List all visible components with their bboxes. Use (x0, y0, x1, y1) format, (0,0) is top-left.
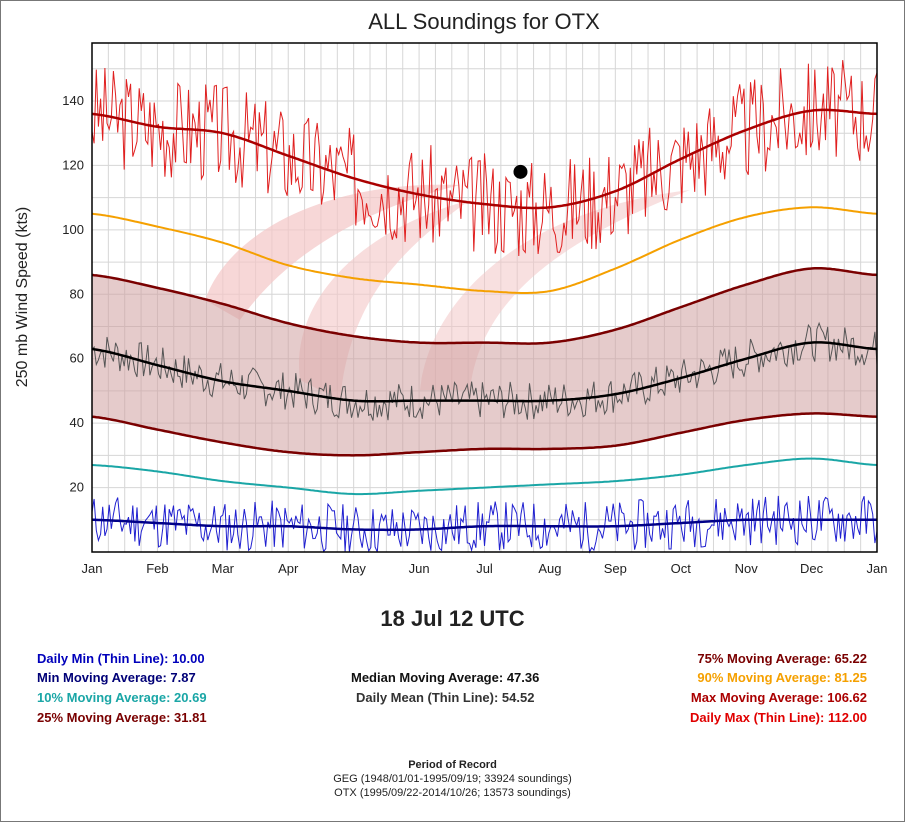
stat-label: Median Moving Average: (351, 670, 504, 685)
stat-value: 81.25 (834, 670, 867, 685)
stat-label: 90% Moving Average: (697, 670, 831, 685)
x-tick-labels: Jan Feb Mar Apr May Jun Jul Aug Sep Oct Nov Dec Jan (82, 561, 888, 576)
current-marker (513, 164, 528, 179)
y-tick-label: 20 (70, 480, 84, 495)
y-axis-label: 250 mb Wind Speed (kts) (14, 207, 31, 388)
stat-p25-avg: 25% Moving Average: 31.81 (37, 710, 207, 725)
series-daily-max (91, 60, 878, 257)
stat-value: 106.62 (827, 690, 867, 705)
stat-label: Min Moving Average: (37, 670, 167, 685)
stat-daily-max: Daily Max (Thin Line): 112.00 (690, 710, 867, 725)
series-max-avg (91, 108, 878, 210)
series-median-avg (91, 341, 878, 403)
daily-series (91, 60, 878, 554)
por-line-otx: OTX (1995/09/22-2014/10/26; 13573 soundi… (334, 787, 571, 799)
wind-speed-chart: ALL Soundings for OTX Jan Feb Mar Apr May Jun… (14, 9, 888, 576)
series-daily-mean (91, 321, 878, 421)
x-tick-label: Jan (867, 561, 888, 576)
stat-value: 10.00 (172, 651, 205, 666)
band-25-75 (92, 268, 877, 456)
y-tick-labels: 20 40 60 80 100 120 140 (62, 93, 84, 495)
y-tick-label: 40 (70, 415, 84, 430)
stat-label: 25% Moving Average: (37, 710, 171, 725)
x-tick-label: Jul (476, 561, 493, 576)
x-tick-label: Jun (409, 561, 430, 576)
stat-value: 47.36 (506, 670, 540, 685)
stat-label: 10% Moving Average: (37, 690, 171, 705)
moving-average-series (91, 108, 878, 532)
series-p75-avg (91, 267, 878, 345)
y-tick-label: 100 (62, 222, 84, 237)
por-heading: Period of Record (408, 759, 497, 771)
x-tick-label: Jan (82, 561, 103, 576)
stat-p75-avg: 75% Moving Average: 65.22 (697, 651, 867, 666)
stat-daily-mean: Daily Mean (Thin Line): 54.52 (356, 690, 534, 705)
plot-border (91, 42, 878, 553)
x-tick-label: Dec (800, 561, 824, 576)
stat-p10-avg: 10% Moving Average: 20.69 (37, 690, 207, 705)
stat-value: 31.81 (174, 710, 207, 725)
y-tick-label: 120 (62, 157, 84, 172)
x-tick-label: Aug (538, 561, 561, 576)
percentile-band (92, 268, 877, 456)
stat-min-avg: Min Moving Average: 7.87 (37, 670, 196, 685)
series-min-avg (92, 518, 877, 532)
x-tick-label: May (341, 561, 366, 576)
stat-max-avg: Max Moving Average: 106.62 (691, 690, 867, 705)
x-tick-label: Oct (671, 561, 692, 576)
stat-value: 112.00 (827, 710, 867, 725)
y-tick-label: 60 (70, 351, 84, 366)
current-value-marker (513, 164, 528, 179)
stat-label: Max Moving Average: (690, 690, 824, 705)
stat-value: 54.52 (501, 690, 535, 705)
por-line-geg: GEG (1948/01/01-1995/09/19; 33924 soundi… (333, 773, 572, 785)
stat-value: 20.69 (174, 690, 207, 705)
stat-median-avg: Median Moving Average: 47.36 (351, 670, 539, 685)
series-daily-min (91, 495, 878, 554)
stat-value: 7.87 (170, 670, 196, 685)
y-tick-label: 140 (62, 93, 84, 108)
x-tick-label: Sep (604, 561, 627, 576)
series-p90-avg (91, 206, 878, 294)
period-of-record: Period of Record GEG (1948/01/01-1995/09… (0, 758, 905, 800)
stat-label: Daily Max (Thin Line): (689, 710, 825, 725)
x-tick-label: Nov (735, 561, 759, 576)
selected-date: 18 Jul 12 UTC (380, 606, 525, 631)
stat-label: Daily Mean (Thin Line): (356, 690, 499, 705)
stat-label: Daily Min (Thin Line): (37, 651, 169, 666)
series-p25-avg (91, 412, 878, 457)
axes (91, 42, 878, 553)
stat-daily-min: Daily Min (Thin Line): 10.00 (37, 651, 205, 666)
stat-label: 75% Moving Average: (697, 651, 831, 666)
chart-title: ALL Soundings for OTX (368, 9, 600, 34)
x-tick-label: Apr (278, 561, 299, 576)
series-p10-avg (91, 457, 878, 496)
stat-value: 65.22 (834, 651, 867, 666)
x-tick-label: Mar (212, 561, 235, 576)
y-tick-label: 80 (70, 286, 84, 301)
x-tick-label: Feb (146, 561, 168, 576)
stat-p90-avg: 90% Moving Average: 81.25 (697, 670, 867, 685)
